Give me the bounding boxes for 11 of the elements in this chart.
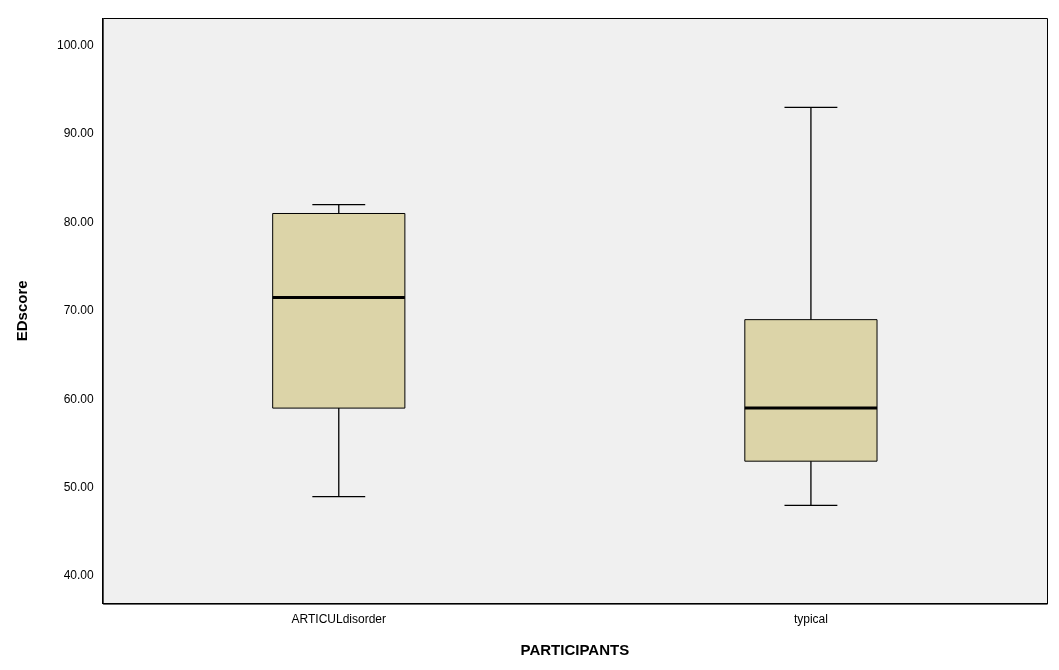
y-tick-label: 40.00 [63, 568, 95, 583]
x-tick-label: typical [793, 612, 828, 627]
y-tick-label: 50.00 [63, 480, 95, 495]
y-tick-label: 100.00 [57, 37, 95, 52]
y-tick-label: 80.00 [63, 214, 95, 229]
y-tick-label: 70.00 [63, 303, 95, 318]
y-tick-label: 90.00 [63, 126, 95, 141]
y-tick-label: 60.00 [63, 391, 95, 406]
x-tick-label: ARTICULdisorder [291, 612, 387, 627]
x-axis-title: PARTICIPANTS [520, 641, 630, 659]
y-axis-title: EDscore [13, 280, 31, 342]
